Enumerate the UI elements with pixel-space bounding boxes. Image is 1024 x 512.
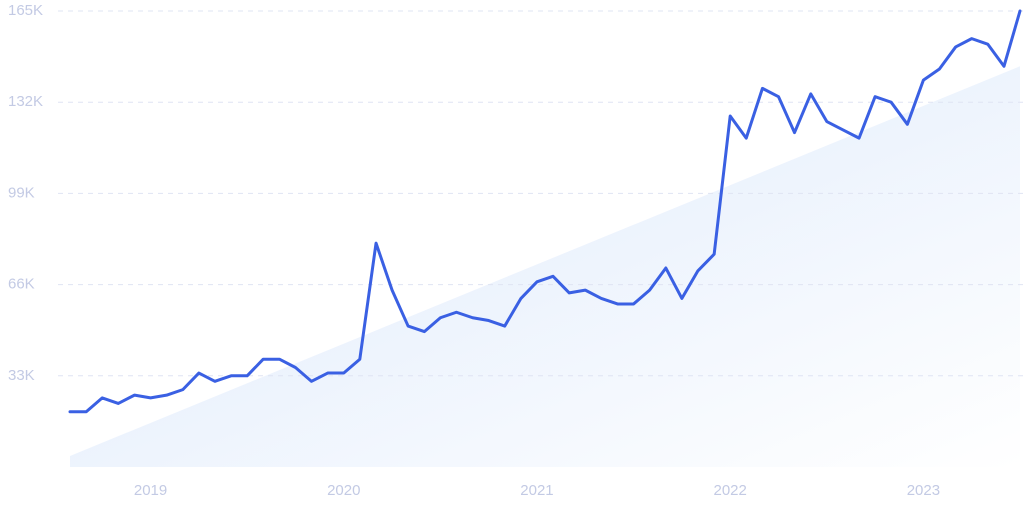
- y-tick-label: 33K: [8, 367, 35, 384]
- x-tick-label: 2019: [134, 482, 167, 499]
- y-tick-label: 165K: [8, 2, 43, 19]
- x-tick-label: 2022: [714, 482, 747, 499]
- y-tick-label: 99K: [8, 184, 35, 201]
- y-tick-label: 132K: [8, 93, 43, 110]
- trend-area: [70, 66, 1020, 467]
- y-tick-label: 66K: [8, 276, 35, 293]
- line: [68, 9, 1022, 414]
- x-tick-label: 2020: [327, 482, 360, 499]
- x-tick-label: 2021: [520, 482, 553, 499]
- x-tick-label: 2023: [907, 482, 940, 499]
